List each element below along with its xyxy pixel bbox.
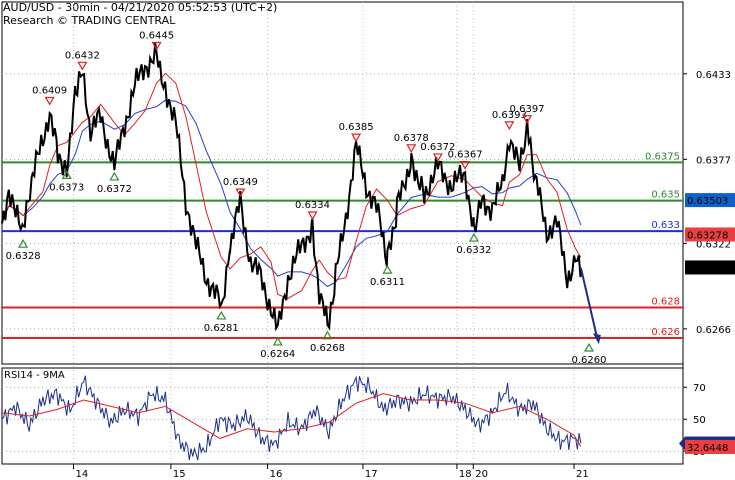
ma-slow-line bbox=[1, 99, 582, 288]
price-tick-label: 0.6322 bbox=[696, 239, 731, 250]
swing-high-marker bbox=[432, 153, 443, 163]
forecast-arrowhead bbox=[592, 333, 601, 345]
swing-low-marker bbox=[583, 342, 595, 352]
swing-low-label: 0.6373 bbox=[49, 182, 84, 193]
rsi-tick-label: 50 bbox=[693, 415, 706, 426]
price-badge-label: 0.63278 bbox=[687, 230, 728, 241]
swing-high-label: 0.6445 bbox=[139, 30, 174, 41]
forecast-arrow-line bbox=[579, 267, 599, 342]
swing-high-marker bbox=[460, 160, 471, 170]
time-tick-label: 20 bbox=[475, 469, 488, 480]
rsi-tick-label: 70 bbox=[693, 383, 706, 394]
swing-low-label: 0.6268 bbox=[310, 343, 345, 354]
price-badge bbox=[685, 260, 735, 275]
swing-low-marker bbox=[468, 232, 479, 242]
swing-low-label: 0.6328 bbox=[6, 251, 41, 262]
swing-high-marker bbox=[235, 188, 246, 198]
chart-title: AUD/USD - 30min - 04/21/2020 05:52:53 (U… bbox=[3, 1, 278, 14]
swing-high-label: 0.6385 bbox=[339, 122, 374, 133]
swing-low-marker bbox=[109, 171, 120, 181]
swing-high-label: 0.6409 bbox=[32, 85, 67, 96]
rsi-badge-label: 32.6448 bbox=[687, 443, 728, 454]
swing-high-label: 0.6334 bbox=[295, 200, 330, 211]
swing-high-marker bbox=[307, 211, 318, 221]
swing-high-marker bbox=[44, 96, 55, 106]
price-badge-label: 0.63062 bbox=[687, 263, 728, 274]
swing-high-marker bbox=[504, 121, 515, 131]
rsi-badge bbox=[685, 439, 735, 454]
swing-low-marker bbox=[18, 238, 29, 248]
price-tick-label: 0.6433 bbox=[696, 70, 731, 81]
swing-low-marker bbox=[382, 264, 393, 274]
swing-high-marker bbox=[406, 144, 417, 154]
swing-low-label: 0.6264 bbox=[260, 349, 295, 360]
swing-high-label: 0.6393 bbox=[492, 110, 527, 121]
price-badge bbox=[685, 227, 735, 242]
level-label: 0.628 bbox=[651, 296, 680, 307]
swing-high-marker bbox=[351, 133, 362, 143]
swing-high-label: 0.6372 bbox=[420, 142, 455, 153]
time-tick-label: 16 bbox=[270, 469, 283, 480]
swing-high-label: 0.6378 bbox=[394, 133, 429, 144]
time-tick-label: 21 bbox=[576, 469, 589, 480]
swing-high-label: 0.6349 bbox=[223, 177, 258, 188]
rsi-panel-label: RSI14 - 9MA bbox=[4, 370, 65, 381]
swing-high-marker bbox=[77, 61, 88, 71]
swing-high-label: 0.6367 bbox=[448, 150, 483, 161]
level-label: 0.635 bbox=[651, 190, 680, 201]
swing-low-label: 0.6260 bbox=[572, 355, 607, 366]
swing-low-marker bbox=[61, 170, 72, 180]
swing-low-marker bbox=[272, 336, 283, 346]
swing-low-label: 0.6281 bbox=[204, 323, 239, 334]
research-credit: Research © TRADING CENTRAL bbox=[3, 14, 176, 27]
swing-low-label: 0.6372 bbox=[97, 184, 132, 195]
time-tick-label: 17 bbox=[365, 469, 378, 480]
swing-high-marker bbox=[151, 41, 162, 51]
rsi-badge-pointer bbox=[679, 436, 685, 451]
price-tick-label: 0.6266 bbox=[696, 325, 731, 336]
level-label: 0.633 bbox=[651, 220, 680, 231]
time-tick-label: 18 bbox=[459, 469, 472, 480]
level-label: 0.6375 bbox=[645, 151, 680, 162]
time-tick-label: 14 bbox=[76, 469, 89, 480]
price-tick-label: 0.6377 bbox=[696, 155, 731, 166]
swing-high-marker bbox=[522, 115, 533, 124]
level-label: 0.626 bbox=[651, 327, 680, 338]
price-line bbox=[1, 42, 582, 332]
rsi-ma-line bbox=[1, 393, 582, 447]
swing-high-label: 0.6432 bbox=[65, 50, 100, 61]
price-badge bbox=[685, 193, 735, 208]
price-badge-label: 0.63503 bbox=[687, 196, 728, 207]
swing-low-marker bbox=[216, 310, 227, 320]
swing-high-label: 0.6397 bbox=[510, 104, 545, 115]
rsi-line bbox=[1, 375, 582, 461]
time-tick-label: 15 bbox=[173, 469, 186, 480]
swing-low-label: 0.6311 bbox=[370, 277, 405, 288]
swing-low-label: 0.6332 bbox=[456, 245, 491, 256]
swing-low-marker bbox=[322, 330, 333, 340]
